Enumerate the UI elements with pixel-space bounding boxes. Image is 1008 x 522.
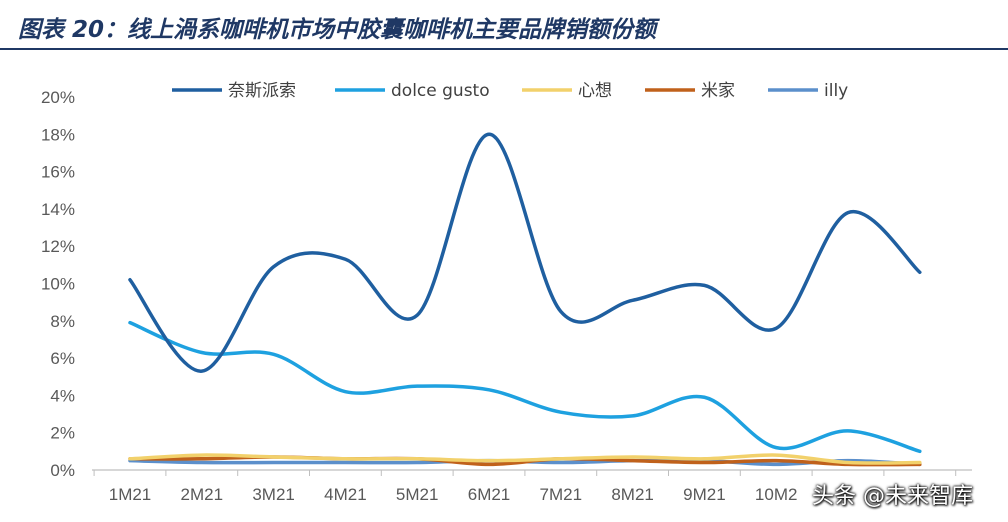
series-line-1 <box>128 320 922 454</box>
y-tick-label: 6% <box>50 349 75 368</box>
watermark: 头条 @未来智库 <box>812 484 973 509</box>
chart-title: 图表 20：线上渦系咖啡机市场中胶囊咖啡机主要品牌销额份额 <box>18 17 657 43</box>
y-tick-label: 8% <box>50 312 75 331</box>
legend-label: dolce gusto <box>391 81 490 101</box>
legend: 奈斯派索 dolce gusto 心想 米家 illy <box>172 81 848 101</box>
legend-label: 米家 <box>701 81 735 101</box>
legend-label: illy <box>824 81 848 101</box>
x-tick-label: 5M21 <box>396 485 439 504</box>
y-tick-label: 14% <box>41 200 75 219</box>
x-tick-label: 4M21 <box>324 485 367 504</box>
y-axis: 0% 2% 4% 6% 8% 10% 12% 14% 16% 18% 20% <box>41 88 75 480</box>
y-tick-label: 2% <box>50 424 75 443</box>
legend-label: 心想 <box>578 81 612 101</box>
y-tick-label: 20% <box>41 88 75 107</box>
x-tick-label: 7M21 <box>540 485 583 504</box>
x-tick-label: 2M21 <box>181 485 224 504</box>
x-tick-label: 10M2 <box>755 485 798 504</box>
y-tick-label: 12% <box>41 237 75 256</box>
x-axis: 1M21 2M21 3M21 4M21 5M21 6M21 7M21 8M21 9M21 10M2 <box>92 469 972 504</box>
y-tick-label: 16% <box>41 163 75 182</box>
y-tick-label: 4% <box>50 386 75 405</box>
series-line-0 <box>128 132 922 373</box>
x-tick-label: 3M21 <box>252 485 295 504</box>
x-tick-label: 6M21 <box>468 485 511 504</box>
x-tick-label: 8M21 <box>611 485 654 504</box>
y-tick-label: 0% <box>50 461 75 480</box>
series-group <box>128 132 922 467</box>
x-tick-label: 1M21 <box>109 485 152 504</box>
series-line-2 <box>128 453 922 465</box>
title-bar: 图表 20：线上渦系咖啡机市场中胶囊咖啡机主要品牌销额份额 <box>0 0 1008 50</box>
y-tick-label: 18% <box>41 125 75 144</box>
legend-label: 奈斯派索 <box>228 81 296 101</box>
y-tick-label: 10% <box>41 275 75 294</box>
line-chart: 奈斯派索 dolce gusto 心想 米家 illy 0% 2% 4% 6% 8% 10% 12%… <box>41 81 972 504</box>
x-tick-label: 9M21 <box>683 485 726 504</box>
